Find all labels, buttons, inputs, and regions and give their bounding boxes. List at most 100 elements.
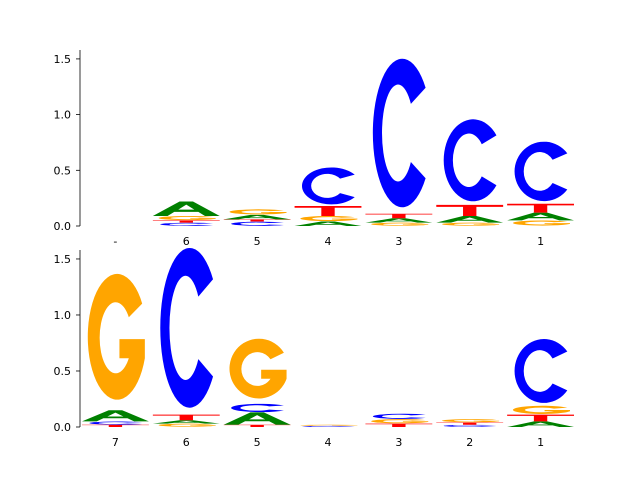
base-a-glyph — [507, 212, 574, 221]
x-tick-label: 1 — [537, 436, 544, 449]
logo-letter-g — [158, 423, 216, 427]
x-tick-label: 6 — [183, 235, 190, 248]
logo-position-5 — [223, 338, 291, 427]
base-c-glyph — [301, 425, 355, 427]
logo-letter-t — [507, 414, 574, 422]
base-a-glyph — [223, 412, 291, 425]
logo-position-5 — [223, 209, 291, 226]
base-c-glyph — [514, 339, 568, 403]
logo-letter-c — [160, 222, 214, 226]
base-t-glyph — [294, 205, 362, 216]
base-t-glyph — [152, 220, 220, 223]
logo-letter-t — [365, 213, 433, 219]
base-t-glyph — [507, 414, 574, 422]
logo-position-3 — [365, 413, 433, 427]
x-tick-label: 2 — [466, 235, 473, 248]
base-a-glyph — [152, 420, 220, 424]
logo-position-6 — [152, 247, 220, 427]
logo-position-4 — [300, 424, 358, 427]
logo-letter-c — [231, 221, 284, 226]
base-g-glyph — [300, 424, 358, 426]
base-c-glyph — [372, 413, 426, 419]
logo-letter-g — [158, 215, 216, 221]
y-tick-label: 0.5 — [54, 164, 72, 177]
base-c-glyph — [231, 403, 284, 413]
base-g-glyph — [512, 405, 570, 414]
logo-panel-bottom: 0.0 0.5 1.0 1.5 7 6 5 4 3 2 1 — [54, 247, 574, 449]
logo-letter-g — [87, 273, 145, 400]
x-tick-label: - — [113, 235, 117, 248]
base-a-glyph — [223, 214, 291, 220]
base-g-glyph — [229, 209, 287, 215]
base-a-glyph — [294, 221, 362, 226]
logo-letter-c — [443, 424, 497, 427]
base-a-glyph — [365, 218, 433, 223]
logo-letter-a — [223, 412, 291, 425]
logo-letter-a — [82, 410, 149, 422]
base-t-glyph — [223, 219, 291, 222]
x-tick-label: 5 — [254, 436, 261, 449]
logo-letter-g — [442, 419, 500, 423]
y-tick-label: 1.5 — [54, 53, 72, 66]
x-tick-label: 1 — [537, 235, 544, 248]
logo-panel-top: 0.0 0.5 1.0 1.5 - 6 5 4 3 2 1 — [54, 50, 574, 248]
base-c-glyph — [443, 424, 497, 427]
base-c-glyph — [443, 119, 497, 202]
logo-letter-a — [152, 201, 220, 216]
logo-position-3 — [365, 58, 433, 226]
logo-position-7 — [82, 273, 149, 427]
logo-letter-c — [443, 119, 497, 202]
logo-letter-g — [229, 209, 287, 215]
logo-letter-t — [223, 219, 291, 222]
logo-letter-g — [512, 220, 570, 226]
y-tick-label: 0.0 — [54, 220, 72, 233]
x-tick-label: 3 — [395, 436, 402, 449]
base-c-glyph — [160, 222, 214, 226]
logo-letter-t — [507, 203, 574, 213]
logo-position-4 — [294, 167, 362, 226]
logo-letter-t — [152, 220, 220, 223]
logo-letter-c — [372, 58, 426, 208]
logo-letter-g — [300, 215, 358, 222]
base-t-glyph — [365, 423, 433, 427]
base-g-glyph — [442, 222, 500, 226]
base-g-glyph — [371, 222, 429, 226]
logo-letter-g — [229, 338, 287, 399]
base-t-glyph — [152, 414, 220, 421]
logo-letter-a — [152, 420, 220, 424]
base-t-glyph — [436, 422, 504, 425]
logo-letter-t — [436, 422, 504, 425]
logo-letter-c — [514, 339, 568, 403]
base-t-glyph — [507, 203, 574, 213]
base-c-glyph — [372, 58, 426, 208]
base-c-glyph — [514, 141, 568, 202]
logo-position-1 — [507, 141, 574, 226]
base-g-glyph — [158, 215, 216, 221]
x-tick-label: 6 — [183, 436, 190, 449]
base-a-glyph — [152, 201, 220, 216]
logo-letter-t — [365, 423, 433, 427]
logo-letter-c — [301, 167, 355, 205]
x-tick-label: 4 — [325, 235, 332, 248]
logo-letter-t — [436, 204, 504, 216]
logo-letter-t — [294, 205, 362, 216]
logo-letter-g — [442, 222, 500, 226]
x-tick-label: 7 — [112, 436, 119, 449]
logo-position-1 — [507, 339, 574, 427]
logo-letter-a — [507, 421, 574, 427]
logo-letter-t — [152, 414, 220, 421]
logo-letter-a — [436, 215, 504, 223]
base-g-glyph — [512, 220, 570, 226]
base-a-glyph — [436, 215, 504, 223]
base-t-glyph — [82, 424, 149, 427]
logo-letter-g — [300, 424, 358, 426]
y-tick-label: 0.0 — [54, 421, 72, 434]
logo-letter-c — [160, 247, 214, 408]
base-g-glyph — [87, 273, 145, 400]
logo-letter-c — [514, 141, 568, 202]
logo-letter-t — [223, 424, 291, 427]
base-c-glyph — [231, 221, 284, 226]
logo-letter-g — [371, 419, 429, 424]
logo-position-6 — [152, 201, 220, 226]
